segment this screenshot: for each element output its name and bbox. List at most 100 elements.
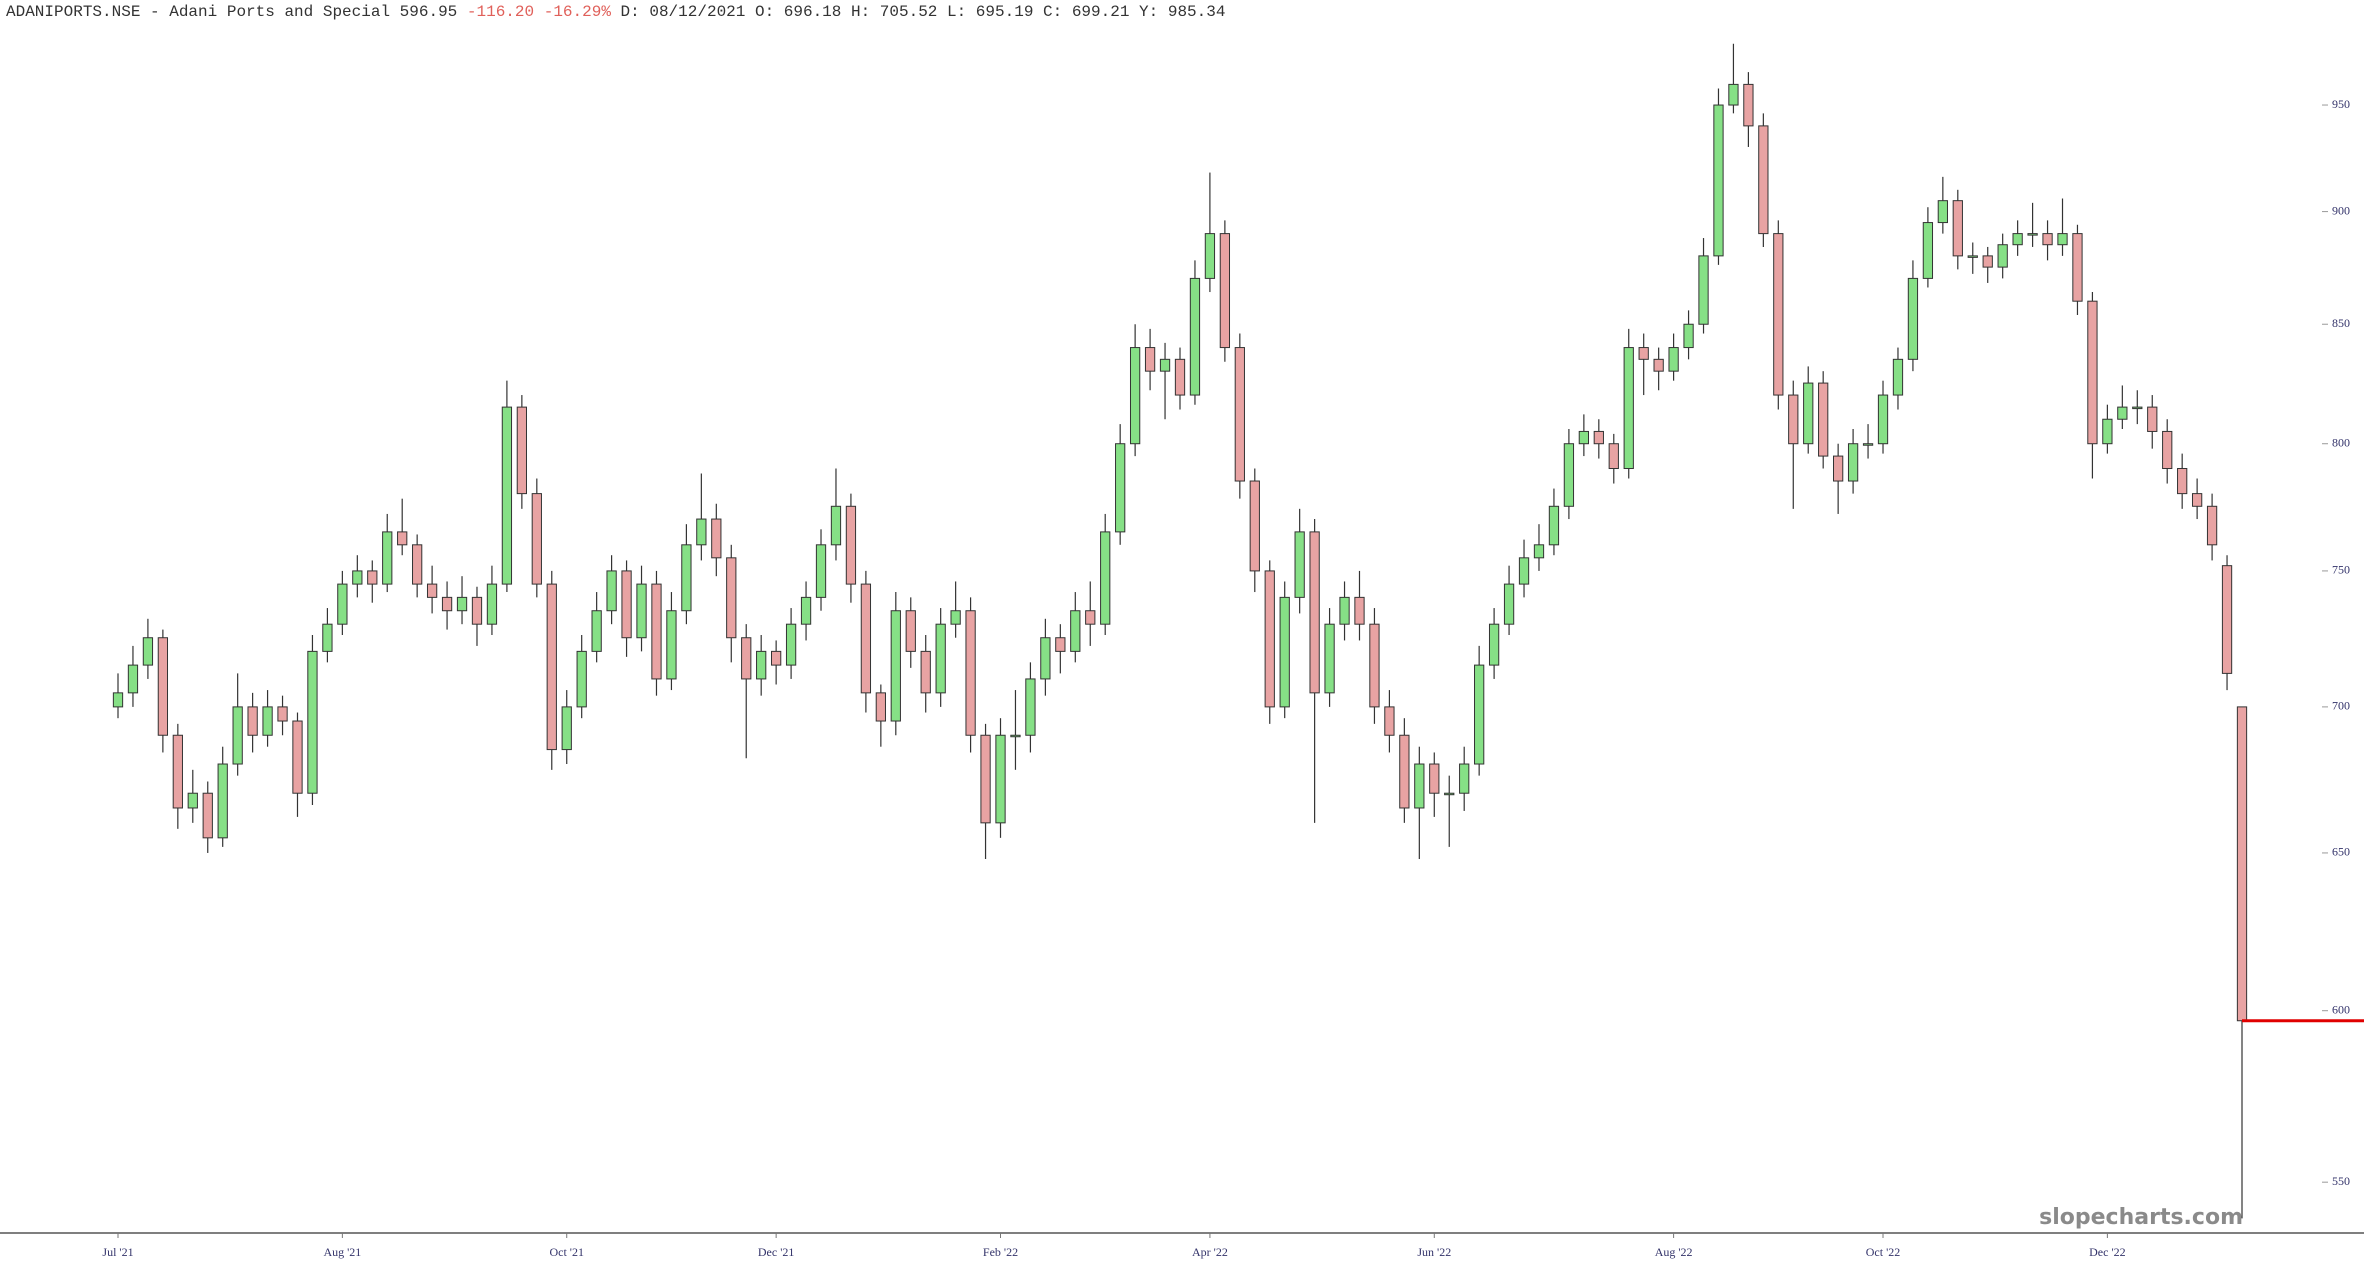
x-tick-label: Aug '22 bbox=[1655, 1245, 1693, 1259]
candle-body bbox=[1429, 763, 1440, 794]
candle-body bbox=[890, 610, 901, 722]
candle-body bbox=[651, 583, 662, 680]
candle-body bbox=[217, 763, 228, 839]
candle-body bbox=[1219, 233, 1231, 349]
candle-body bbox=[741, 637, 752, 680]
y-tick-label: 600 bbox=[2332, 1002, 2350, 1016]
candle-body bbox=[1010, 734, 1021, 738]
candle-body bbox=[187, 792, 198, 809]
x-tick-label: Feb '22 bbox=[983, 1245, 1018, 1259]
candle-body bbox=[412, 544, 423, 585]
ohlc-details: D: 08/12/2021 O: 696.18 H: 705.52 L: 695… bbox=[620, 3, 1226, 21]
candle-body bbox=[1818, 382, 1829, 457]
candle-body bbox=[1159, 358, 1171, 372]
candle-body bbox=[1653, 358, 1664, 372]
candle-body bbox=[471, 596, 483, 625]
candle-body bbox=[1339, 596, 1350, 625]
candle-body bbox=[681, 544, 692, 612]
candle-body bbox=[2012, 233, 2023, 246]
candle-body bbox=[2221, 565, 2233, 674]
candle-body bbox=[1743, 83, 1754, 127]
candle-body bbox=[1952, 200, 1963, 257]
candle-body bbox=[1025, 678, 1036, 736]
candle-body bbox=[965, 610, 976, 736]
candle-body bbox=[157, 637, 169, 736]
candle-body bbox=[1728, 83, 1739, 106]
candle-body bbox=[1937, 200, 1948, 224]
candle-body bbox=[980, 734, 991, 824]
candle-body bbox=[1668, 347, 1679, 372]
candle-body bbox=[860, 583, 872, 694]
candle-body bbox=[247, 706, 258, 736]
candle-body bbox=[1758, 125, 1769, 235]
candle-body bbox=[516, 406, 527, 495]
quote-header: ADANIPORTS.NSE - Adani Ports and Special… bbox=[6, 3, 1225, 21]
candle-body bbox=[621, 570, 632, 639]
candle-body bbox=[2042, 233, 2053, 246]
candle-body bbox=[1638, 347, 1649, 360]
candle-body bbox=[1847, 443, 1859, 482]
candle-body bbox=[875, 692, 886, 722]
candle-body bbox=[1055, 637, 1066, 652]
candle-body bbox=[815, 544, 827, 598]
candle-body bbox=[1533, 544, 1545, 559]
candle-body bbox=[1414, 763, 1425, 809]
candle-body bbox=[2102, 418, 2113, 445]
candle-body bbox=[1100, 531, 1111, 625]
candle-body bbox=[1548, 505, 1560, 546]
x-tick-label: Oct '21 bbox=[549, 1245, 584, 1259]
symbol: ADANIPORTS.NSE - Adani Ports and Special bbox=[6, 3, 391, 21]
candle-body bbox=[1608, 443, 1619, 470]
candle-body bbox=[292, 720, 303, 794]
candle-body bbox=[1578, 430, 1589, 445]
y-tick-label: 550 bbox=[2332, 1174, 2350, 1188]
candle-body bbox=[1040, 637, 1051, 680]
candle-body bbox=[262, 706, 273, 736]
candle-body bbox=[441, 596, 453, 612]
candle-body bbox=[591, 610, 602, 652]
candle-body bbox=[1862, 443, 1874, 446]
candle-body bbox=[1713, 104, 1724, 257]
x-tick-label: Dec '21 bbox=[758, 1245, 794, 1259]
candle-body bbox=[1115, 443, 1126, 533]
candle-body bbox=[2057, 233, 2068, 246]
candle-body bbox=[561, 706, 572, 751]
change-pct: -16.29% bbox=[543, 3, 611, 21]
candle-body bbox=[322, 623, 333, 652]
candle-body bbox=[337, 583, 348, 625]
candle-body bbox=[1488, 623, 1500, 666]
candle-body bbox=[546, 583, 557, 751]
candle-body bbox=[711, 518, 722, 559]
y-tick-label: 950 bbox=[2332, 97, 2350, 111]
candle-body bbox=[1563, 443, 1575, 507]
candle-body bbox=[785, 623, 797, 666]
candle-body bbox=[1683, 323, 1694, 349]
candle-body bbox=[845, 505, 857, 585]
candle-body bbox=[2177, 468, 2188, 495]
candle-body bbox=[1518, 557, 1530, 585]
y-tick-label: 900 bbox=[2332, 203, 2350, 217]
candle-body bbox=[1144, 347, 1156, 372]
candle-body bbox=[2206, 505, 2218, 546]
candle-body bbox=[1085, 610, 1096, 625]
candle-body bbox=[1922, 222, 1934, 279]
candle-body bbox=[531, 493, 542, 585]
y-tick-label: 850 bbox=[2332, 316, 2350, 330]
candle-body bbox=[905, 610, 916, 652]
candle-body bbox=[1982, 255, 1993, 268]
candle-body bbox=[1129, 347, 1141, 445]
candle-body bbox=[1354, 596, 1365, 625]
candle-body bbox=[830, 505, 842, 546]
candle-body bbox=[1773, 233, 1784, 396]
candle-body bbox=[1174, 358, 1186, 396]
candle-body bbox=[935, 623, 946, 694]
candle-body bbox=[397, 531, 408, 546]
x-tick-label: Dec '22 bbox=[2089, 1245, 2125, 1259]
candle-body bbox=[1369, 623, 1380, 708]
candle-body bbox=[1997, 244, 2008, 268]
candle-body bbox=[696, 518, 707, 546]
x-tick-label: Aug '21 bbox=[323, 1245, 361, 1259]
candle-body bbox=[950, 610, 961, 625]
